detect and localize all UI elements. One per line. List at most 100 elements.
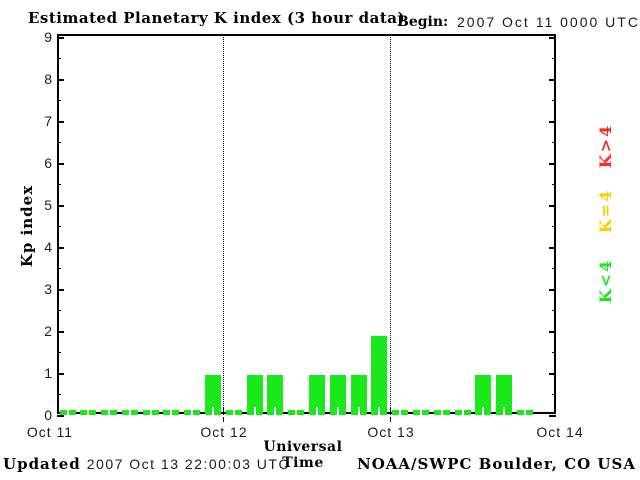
y-major-tick-right <box>549 205 556 207</box>
kp-bar-Oct13-h0 <box>392 410 409 415</box>
bar-center-notch <box>440 410 443 415</box>
y-major-tick-left <box>57 373 64 375</box>
kp-bar-Oct11-h15 <box>163 410 180 415</box>
y-major-tick-left <box>57 37 64 39</box>
chart-title: Estimated Planetary K index (3 hour data… <box>28 9 406 27</box>
begin-value: 2007 Oct 11 0000 UTC <box>457 14 640 30</box>
y-major-tick-right <box>549 373 556 375</box>
y-minor-tick-right <box>552 58 556 59</box>
y-minor-tick-left <box>57 58 61 59</box>
kp-bar-Oct11-h21 <box>205 375 221 415</box>
kp-bar-Oct11-h18 <box>184 410 201 415</box>
y-minor-tick-right <box>552 310 556 311</box>
y-major-tick-left <box>57 79 64 81</box>
y-major-tick-right <box>549 415 556 417</box>
begin-label: Begin: <box>397 14 449 30</box>
bar-center-notch <box>503 407 505 415</box>
x-tick-label-oct14: Oct 14 <box>536 424 584 440</box>
y-minor-tick-left <box>57 310 61 311</box>
kp-bar-Oct13-h3 <box>412 410 429 415</box>
y-minor-tick-left <box>57 100 61 101</box>
y-major-tick-right <box>549 247 556 249</box>
y-major-tick-left <box>57 289 64 291</box>
y-major-tick-left <box>57 163 64 165</box>
legend-k-eq-4: K=4 <box>596 188 615 234</box>
kp-bar-Oct12-h21 <box>371 335 388 415</box>
y-tick-label: 7 <box>44 113 52 129</box>
y-minor-tick-left <box>57 142 61 143</box>
bar-center-notch <box>461 410 464 415</box>
y-major-tick-left <box>57 247 64 249</box>
y-minor-tick-right <box>552 226 556 227</box>
y-major-tick-left <box>57 205 64 207</box>
x-major-tick-outer <box>390 417 391 422</box>
x-tick-label-oct12: Oct 12 <box>200 424 248 440</box>
bar-center-notch <box>87 410 90 415</box>
y-tick-label: 2 <box>44 323 52 339</box>
y-minor-tick-left <box>57 394 61 395</box>
y-tick-label: 8 <box>44 71 52 87</box>
kp-bar-Oct12-h12 <box>309 375 325 415</box>
x-major-tick-outer <box>223 417 224 422</box>
bar-center-notch <box>212 407 214 415</box>
x-tick-label-oct13: Oct 13 <box>367 424 415 440</box>
credit-text: NOAA/SWPC Boulder, CO USA <box>356 455 636 473</box>
bar-center-notch <box>149 410 152 415</box>
plot-area-border <box>57 34 556 414</box>
bar-center-notch <box>108 410 111 415</box>
updated-timestamp: Updated 2007 Oct 13 22:00:03 UTC <box>3 455 290 473</box>
bar-center-notch <box>419 410 422 415</box>
y-tick-label: 5 <box>44 197 52 213</box>
y-minor-tick-right <box>552 184 556 185</box>
bar-center-notch <box>232 410 235 415</box>
kp-bar-Oct11-h0 <box>59 410 76 415</box>
updated-label: Updated <box>3 455 81 473</box>
y-major-tick-left <box>57 331 64 333</box>
legend-k-gt-4: K>4 <box>596 123 615 169</box>
bar-center-notch <box>295 410 298 415</box>
kp-bar-Oct12-h15 <box>329 375 346 415</box>
y-minor-tick-right <box>552 352 556 353</box>
bar-center-notch <box>274 407 277 415</box>
y-major-tick-left <box>57 415 64 417</box>
y-tick-label: 6 <box>44 155 52 171</box>
y-minor-tick-right <box>552 142 556 143</box>
updated-value: 2007 Oct 13 22:00:03 UTC <box>86 456 291 472</box>
y-minor-tick-left <box>57 226 61 227</box>
bar-center-notch <box>170 410 173 415</box>
y-tick-label: 1 <box>44 365 52 381</box>
bar-center-notch <box>191 410 194 415</box>
bar-center-notch <box>66 410 69 415</box>
kp-bar-Oct13-h18 <box>516 410 533 415</box>
kp-bar-Oct12-h6 <box>267 375 284 415</box>
y-minor-tick-right <box>552 394 556 395</box>
y-axis-label: Kp index <box>18 184 36 268</box>
legend-k-lt-4: K<4 <box>596 258 615 304</box>
kp-bar-Oct12-h3 <box>246 375 263 415</box>
kp-bar-Oct13-h12 <box>475 375 492 415</box>
kp-bar-Oct12-h9 <box>288 410 305 415</box>
kp-bar-Oct11-h12 <box>142 410 159 415</box>
x-tick-label-oct11: Oct 11 <box>26 424 74 440</box>
kp-bar-Oct13-h9 <box>454 410 471 415</box>
y-minor-tick-right <box>552 100 556 101</box>
bar-center-notch <box>357 407 360 415</box>
bar-center-notch <box>316 407 318 415</box>
y-major-tick-left <box>57 121 64 123</box>
bar-center-notch <box>482 407 485 415</box>
y-tick-label: 4 <box>44 239 52 255</box>
x-axis-label: Universal Time <box>263 439 343 471</box>
kp-bar-Oct13-h6 <box>433 410 450 415</box>
y-tick-label: 0 <box>44 407 52 423</box>
bar-center-notch <box>523 410 526 415</box>
y-minor-tick-left <box>57 352 61 353</box>
bar-center-notch <box>253 407 256 415</box>
bar-center-notch <box>336 407 339 415</box>
kp-bar-Oct11-h6 <box>101 410 118 415</box>
y-major-tick-right <box>549 163 556 165</box>
y-major-tick-right <box>549 37 556 39</box>
bar-center-notch <box>399 410 402 415</box>
y-major-tick-right <box>549 331 556 333</box>
bar-center-notch <box>128 410 131 415</box>
